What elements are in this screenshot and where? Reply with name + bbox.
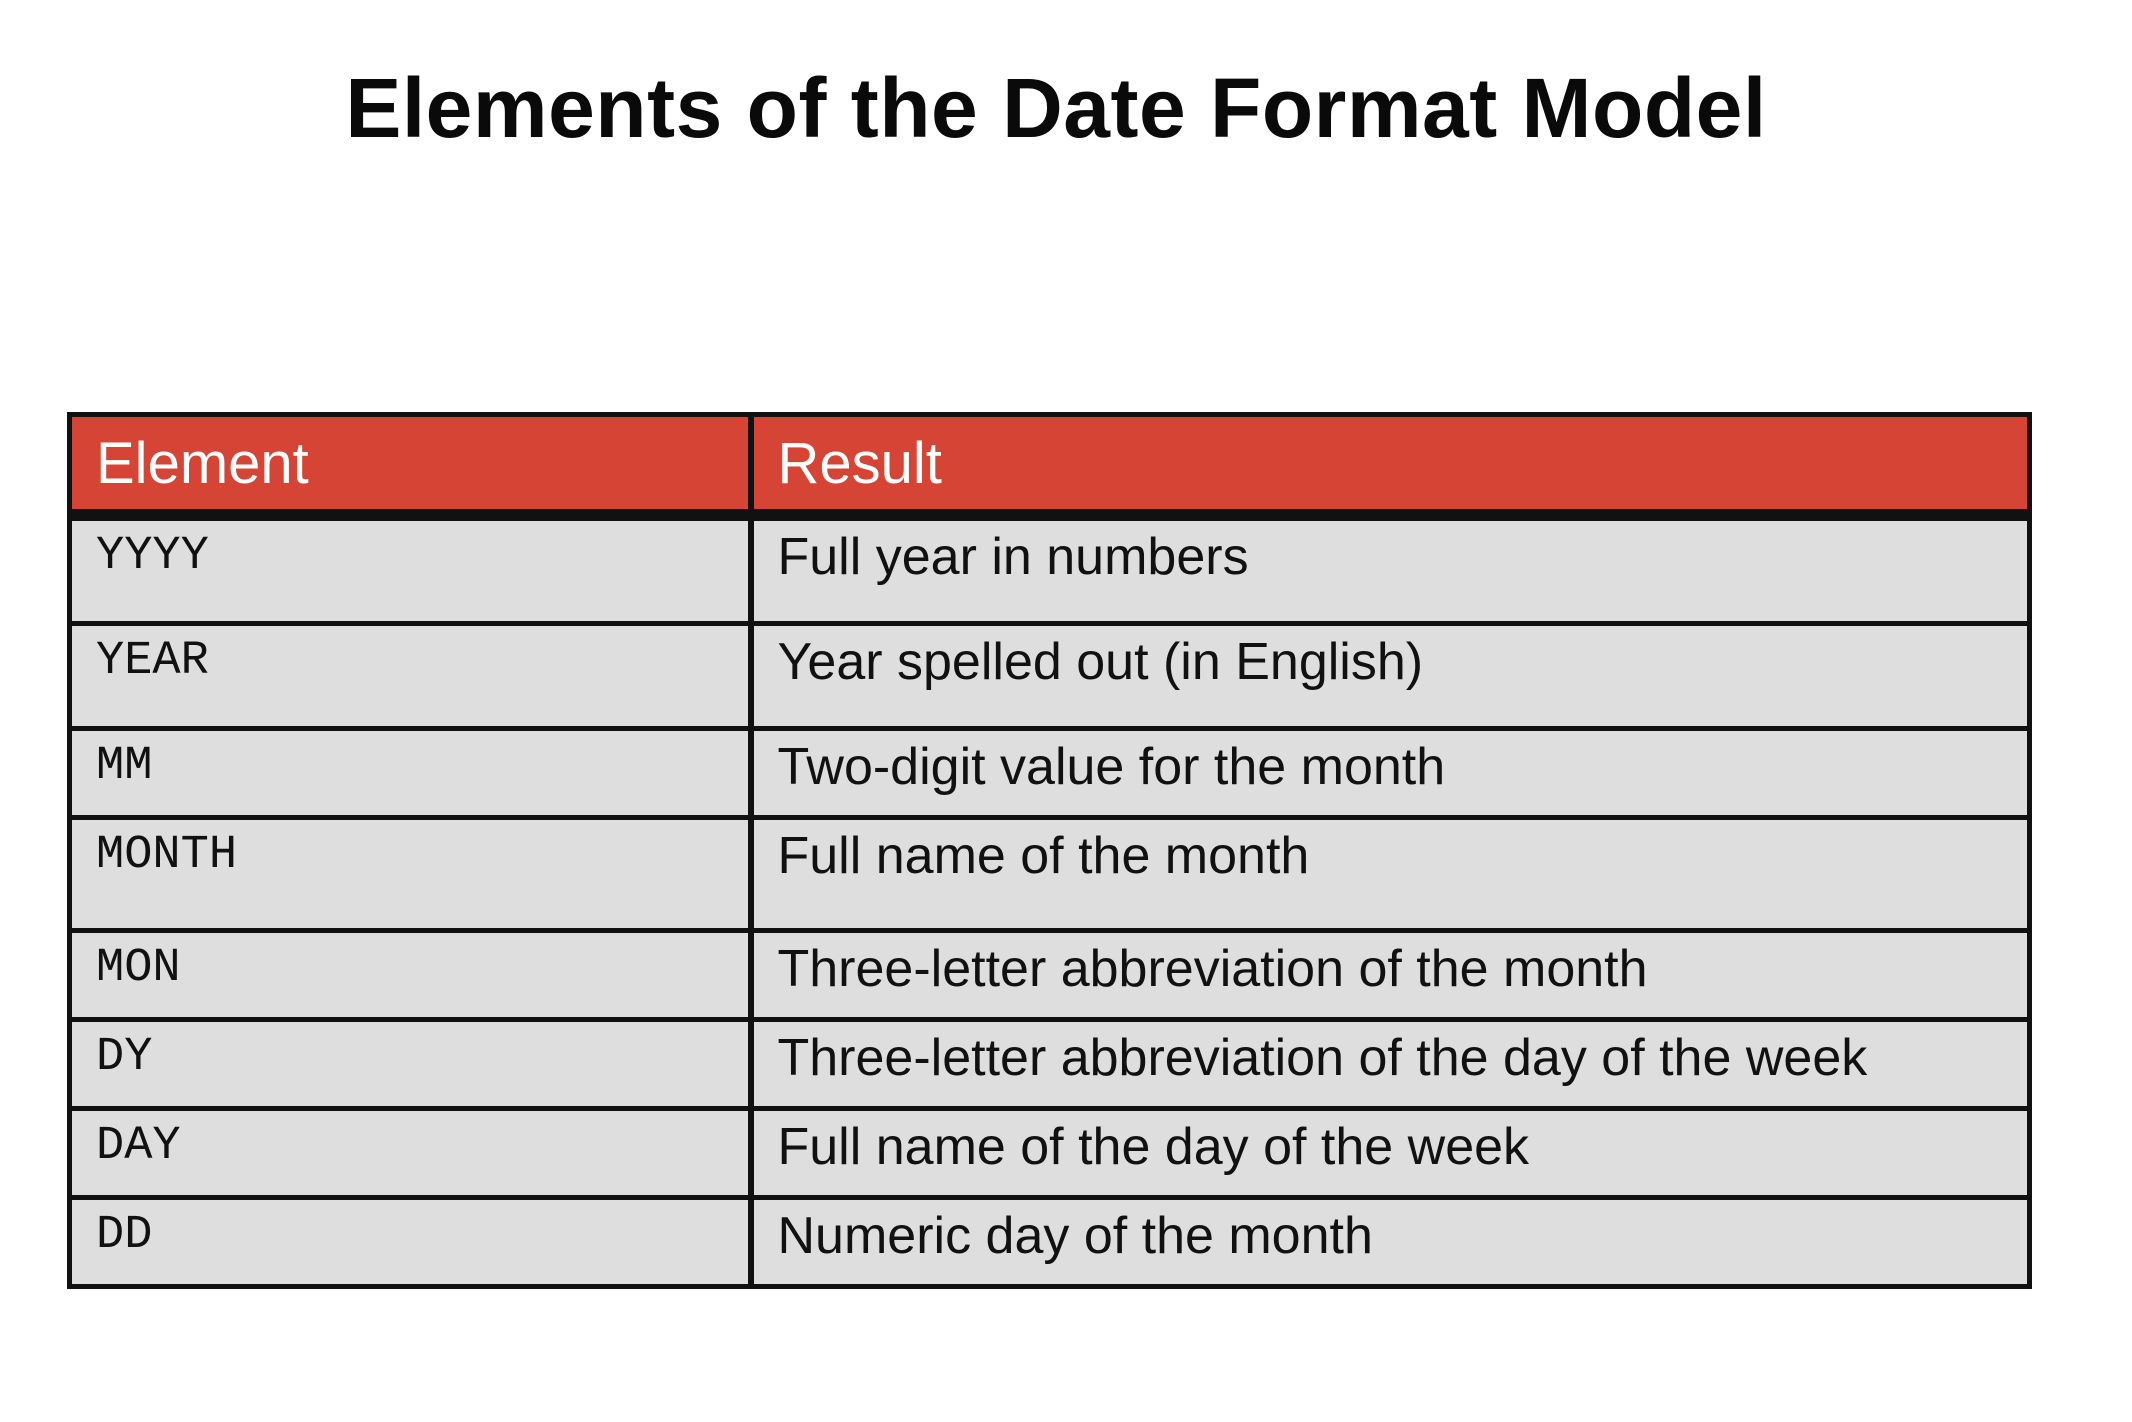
date-format-table-container: Element Result YYYY Full year in numbers… (67, 412, 2032, 1289)
header-result: Result (750, 414, 2030, 521)
table-row: DAY Full name of the day of the week (69, 1106, 2030, 1198)
slide-title: Elements of the Date Format Model (345, 61, 1767, 155)
table-header-row: Element Result (69, 414, 2030, 521)
table-row: DD Numeric day of the month (69, 1195, 2030, 1287)
element-cell: MON (69, 928, 754, 1020)
element-cell: DY (69, 1017, 754, 1109)
result-cell: Full name of the day of the week (750, 1106, 2030, 1198)
result-cell: Two-digit value for the month (750, 726, 2030, 818)
element-cell: DAY (69, 1106, 754, 1198)
table-row: MM Two-digit value for the month (69, 726, 2030, 818)
result-cell: Full year in numbers (750, 515, 2030, 624)
date-format-table: Element Result YYYY Full year in numbers… (67, 412, 2032, 1289)
table-row: MON Three-letter abbreviation of the mon… (69, 928, 2030, 1020)
element-cell: DD (69, 1195, 754, 1287)
result-cell: Year spelled out (in English) (750, 621, 2030, 729)
table-row: YYYY Full year in numbers (69, 515, 2030, 624)
result-cell: Full name of the month (750, 815, 2030, 931)
element-cell: MM (69, 726, 754, 818)
element-cell: YYYY (69, 515, 754, 624)
result-cell: Three-letter abbreviation of the month (750, 928, 2030, 1020)
header-element: Element (69, 414, 754, 521)
table-row: DY Three-letter abbreviation of the day … (69, 1017, 2030, 1109)
table-row: MONTH Full name of the month (69, 815, 2030, 931)
element-cell: YEAR (69, 621, 754, 729)
element-cell: MONTH (69, 815, 754, 931)
result-cell: Three-letter abbreviation of the day of … (750, 1017, 2030, 1109)
table-row: YEAR Year spelled out (in English) (69, 621, 2030, 729)
result-cell: Numeric day of the month (750, 1195, 2030, 1287)
